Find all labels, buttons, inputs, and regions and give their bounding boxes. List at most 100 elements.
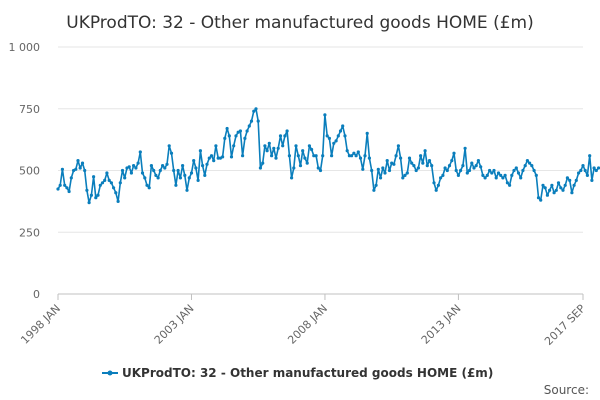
data-point[interactable] xyxy=(481,173,485,177)
data-point[interactable] xyxy=(221,155,225,159)
data-point[interactable] xyxy=(465,171,469,175)
data-point[interactable] xyxy=(421,161,425,165)
data-point[interactable] xyxy=(85,188,89,192)
data-point[interactable] xyxy=(94,196,98,200)
data-point[interactable] xyxy=(485,173,489,177)
data-point[interactable] xyxy=(563,183,567,187)
data-point[interactable] xyxy=(376,167,380,171)
data-point[interactable] xyxy=(550,183,554,187)
data-point[interactable] xyxy=(430,164,434,168)
data-point[interactable] xyxy=(265,149,269,153)
data-point[interactable] xyxy=(432,181,436,185)
data-point[interactable] xyxy=(459,168,463,173)
data-point[interactable] xyxy=(525,159,530,163)
data-point[interactable] xyxy=(423,149,427,153)
data-point[interactable] xyxy=(261,161,265,165)
data-point[interactable] xyxy=(548,188,552,192)
data-point[interactable] xyxy=(290,176,294,180)
data-point[interactable] xyxy=(577,171,581,175)
data-point[interactable] xyxy=(303,156,307,160)
data-point[interactable] xyxy=(585,173,590,177)
data-point[interactable] xyxy=(594,168,598,173)
data-point[interactable] xyxy=(167,144,171,148)
data-point[interactable] xyxy=(178,176,182,180)
data-point[interactable] xyxy=(198,149,202,153)
data-point[interactable] xyxy=(274,156,278,160)
data-point[interactable] xyxy=(508,183,512,187)
data-point[interactable] xyxy=(109,181,113,185)
data-point[interactable] xyxy=(263,144,267,148)
data-point[interactable] xyxy=(143,176,147,180)
data-point[interactable] xyxy=(474,164,478,168)
data-point[interactable] xyxy=(241,154,245,158)
data-point[interactable] xyxy=(374,183,378,187)
data-point[interactable] xyxy=(152,168,156,173)
data-point[interactable] xyxy=(516,171,521,175)
data-point[interactable] xyxy=(245,129,249,133)
data-point[interactable] xyxy=(283,134,287,138)
data-point[interactable] xyxy=(381,166,385,170)
data-point[interactable] xyxy=(185,188,189,192)
data-point[interactable] xyxy=(387,168,392,173)
data-point[interactable] xyxy=(223,136,227,140)
data-point[interactable] xyxy=(161,164,165,168)
legend-label[interactable]: UKProdTO: 32 - Other manufactured goods … xyxy=(122,366,493,380)
data-point[interactable] xyxy=(318,168,323,173)
data-point[interactable] xyxy=(352,151,356,155)
data-point[interactable] xyxy=(372,188,376,192)
data-point[interactable] xyxy=(396,144,400,148)
data-point[interactable] xyxy=(310,147,314,152)
data-point[interactable] xyxy=(243,136,247,140)
data-point[interactable] xyxy=(123,176,127,180)
data-point[interactable] xyxy=(494,176,498,180)
data-point[interactable] xyxy=(63,183,67,187)
data-point[interactable] xyxy=(256,119,260,123)
data-point[interactable] xyxy=(312,154,316,158)
data-point[interactable] xyxy=(238,129,242,133)
data-point[interactable] xyxy=(503,173,507,177)
data-point[interactable] xyxy=(296,154,300,158)
data-point[interactable] xyxy=(192,159,196,163)
data-point[interactable] xyxy=(127,165,131,169)
data-point[interactable] xyxy=(590,178,594,182)
data-point[interactable] xyxy=(89,193,93,197)
data-point[interactable] xyxy=(136,161,140,165)
data-point[interactable] xyxy=(105,171,109,175)
data-point[interactable] xyxy=(565,176,570,180)
data-point[interactable] xyxy=(285,129,289,133)
data-point[interactable] xyxy=(134,166,138,170)
data-point[interactable] xyxy=(434,188,438,192)
data-point[interactable] xyxy=(521,168,525,173)
data-point[interactable] xyxy=(225,126,229,131)
data-point[interactable] xyxy=(205,162,209,166)
data-point[interactable] xyxy=(401,176,405,180)
data-point[interactable] xyxy=(78,166,82,170)
data-point[interactable] xyxy=(492,168,496,173)
data-point[interactable] xyxy=(174,183,178,187)
data-point[interactable] xyxy=(354,154,358,158)
data-point[interactable] xyxy=(287,154,291,158)
data-point[interactable] xyxy=(120,168,125,173)
data-point[interactable] xyxy=(552,191,556,195)
data-point[interactable] xyxy=(316,166,320,170)
data-point[interactable] xyxy=(132,164,136,168)
data-point[interactable] xyxy=(512,168,516,173)
data-point[interactable] xyxy=(461,164,465,168)
data-point[interactable] xyxy=(176,168,180,173)
data-point[interactable] xyxy=(570,191,574,195)
data-point[interactable] xyxy=(414,168,418,173)
data-point[interactable] xyxy=(247,124,251,128)
data-point[interactable] xyxy=(568,178,572,182)
data-point[interactable] xyxy=(523,164,527,168)
data-point[interactable] xyxy=(541,183,545,187)
data-point[interactable] xyxy=(476,159,480,163)
data-point[interactable] xyxy=(227,134,231,138)
data-point[interactable] xyxy=(534,173,538,177)
data-point[interactable] xyxy=(483,176,487,180)
data-point[interactable] xyxy=(532,168,536,173)
data-point[interactable] xyxy=(112,186,116,190)
data-point[interactable] xyxy=(214,144,218,148)
data-point[interactable] xyxy=(272,146,276,150)
data-point[interactable] xyxy=(114,191,118,195)
data-point[interactable] xyxy=(419,154,423,158)
